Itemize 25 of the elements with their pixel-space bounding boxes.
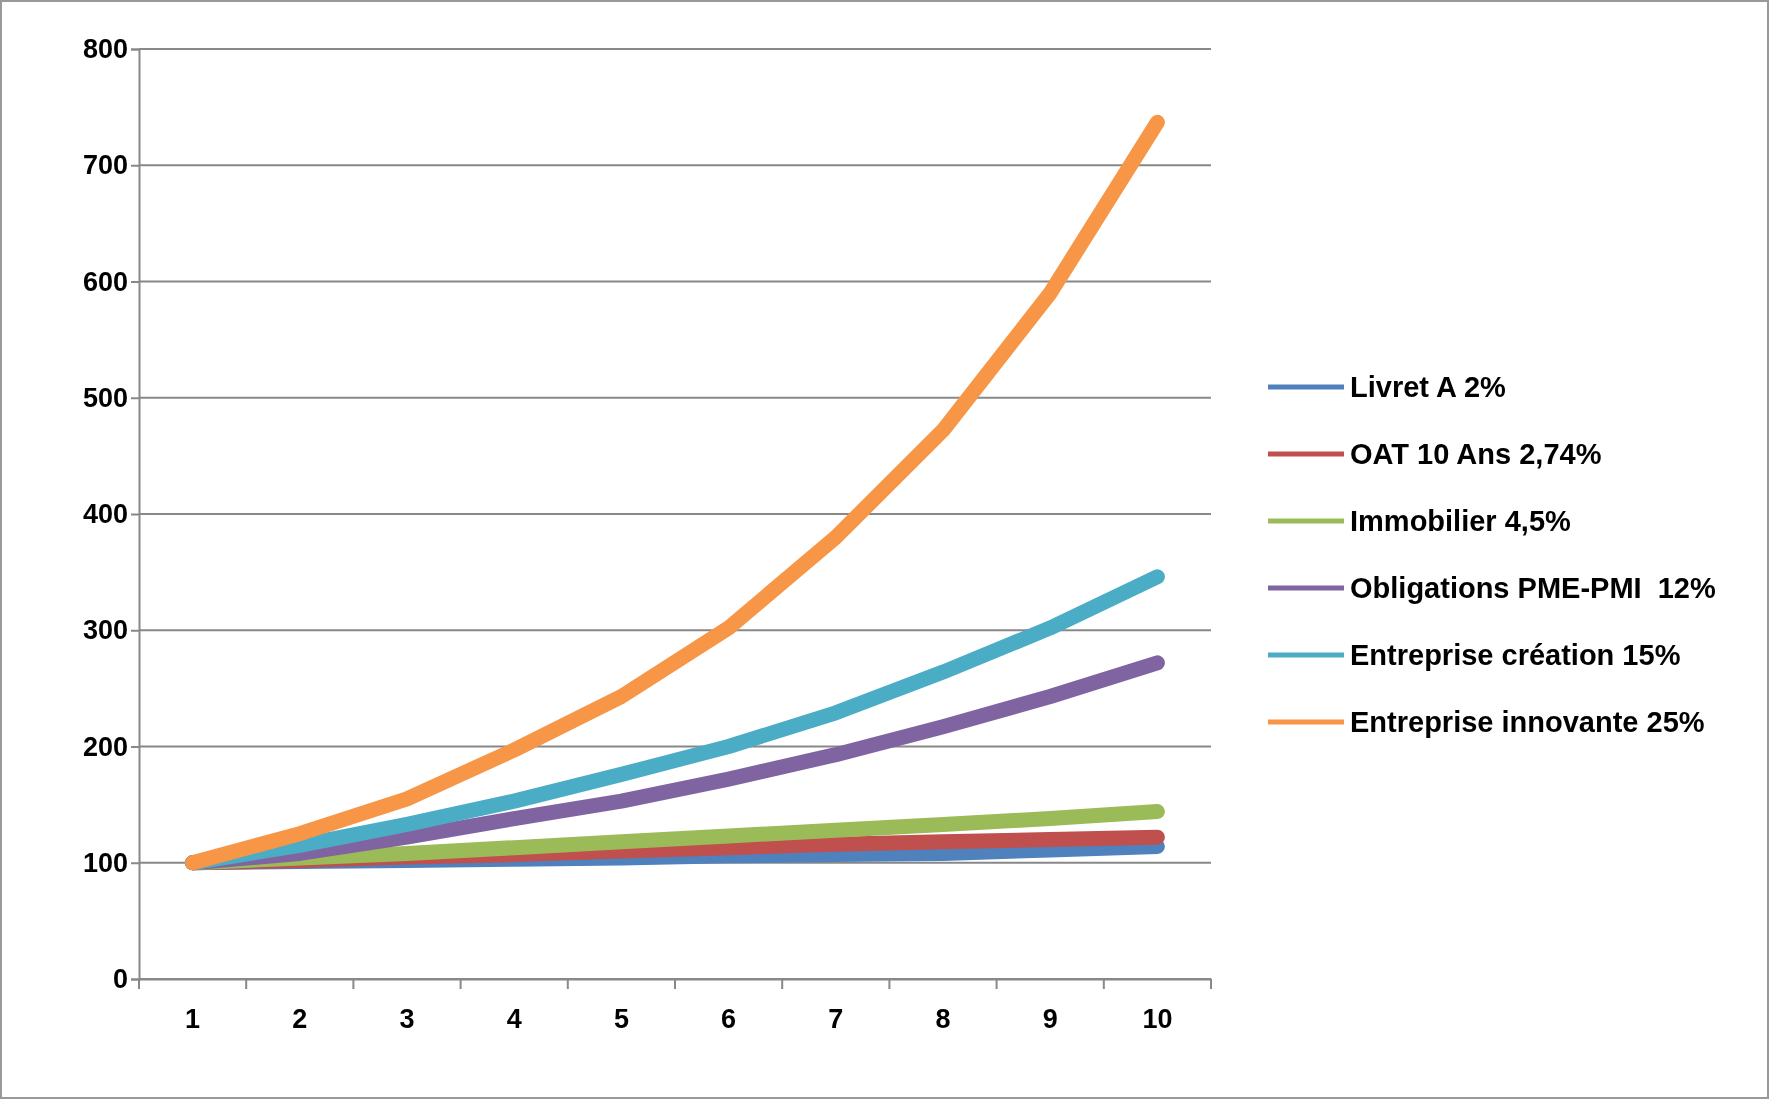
y-tick-label: 100 <box>82 847 128 878</box>
legend-label: Obligations PME-PMI 12% <box>1350 572 1716 604</box>
x-tick-label: 3 <box>399 1004 415 1035</box>
y-tick-label: 300 <box>82 615 128 646</box>
x-tick-label: 8 <box>935 1004 951 1035</box>
y-tick-label: 0 <box>112 964 128 995</box>
y-tick-label: 600 <box>82 266 128 297</box>
legend-label: Entreprise innovante 25% <box>1350 706 1705 738</box>
y-tick-label: 700 <box>82 150 128 181</box>
x-tick-label: 7 <box>828 1004 844 1035</box>
legend-label: Entreprise création 15% <box>1350 639 1681 671</box>
legend-label: Immobilier 4,5% <box>1350 505 1572 537</box>
y-tick-label: 400 <box>82 499 128 530</box>
x-tick-label: 10 <box>1142 1004 1173 1035</box>
x-tick-label: 2 <box>292 1004 308 1035</box>
y-tick-label: 800 <box>82 34 128 65</box>
legend-label: OAT 10 Ans 2,74% <box>1350 438 1602 470</box>
y-tick-label: 200 <box>82 731 128 762</box>
x-tick-label: 9 <box>1042 1004 1058 1035</box>
y-tick-label: 500 <box>82 382 128 413</box>
x-tick-label: 1 <box>185 1004 201 1035</box>
legend-label: Livret A 2% <box>1350 371 1506 403</box>
x-tick-label: 5 <box>613 1004 629 1035</box>
x-tick-label: 6 <box>721 1004 737 1035</box>
x-tick-label: 4 <box>506 1004 522 1035</box>
